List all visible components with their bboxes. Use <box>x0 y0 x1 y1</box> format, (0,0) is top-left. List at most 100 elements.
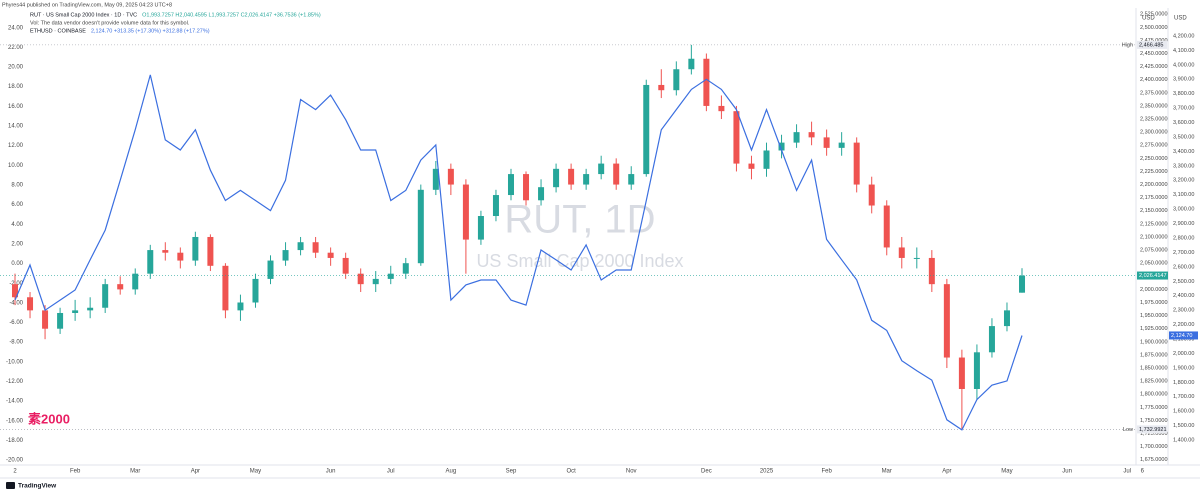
candle-body <box>357 273 364 285</box>
candle-body <box>57 312 64 329</box>
candle-body <box>658 84 665 91</box>
y-tick-label: 2,425.0000 <box>1140 64 1168 70</box>
y2-tick-label: 1,700.00 <box>1173 394 1194 400</box>
x-tick-label: Jul <box>1123 469 1131 475</box>
axis-unit: USD <box>1142 16 1155 22</box>
last-value-badge <box>1169 331 1198 340</box>
y2-tick-label: 3,600.00 <box>1173 120 1194 126</box>
left-tick-label: 0.00 <box>11 261 23 267</box>
candle-body <box>883 205 890 248</box>
last-value-label: 2,124.70 <box>1171 333 1192 339</box>
candle-body <box>27 297 34 311</box>
candle-body <box>943 284 950 358</box>
left-tick-label: 8.00 <box>11 183 23 189</box>
line-series <box>14 74 1023 431</box>
published-note: Phyres44 published on TradingView.com, M… <box>2 2 172 8</box>
candle-body <box>447 168 454 185</box>
candle-body <box>718 105 725 112</box>
candle-body <box>312 242 319 253</box>
y2-tick-label: 4,200.00 <box>1173 33 1194 39</box>
low-value: 1,732.9921 <box>1139 427 1167 433</box>
y-tick-label: 1,750.0000 <box>1140 418 1168 424</box>
y-tick-label: 2,225.0000 <box>1140 169 1168 175</box>
y-tick-label: 2,500.0000 <box>1140 25 1168 31</box>
left-tick-label: -16.00 <box>6 418 24 424</box>
watermark-title: RUT, 1D <box>504 198 655 242</box>
x-tick-label: Apr <box>191 469 200 475</box>
candle-body <box>87 307 94 311</box>
y2-tick-label: 1,400.00 <box>1173 437 1194 443</box>
y2-tick-label: 2,700.00 <box>1173 250 1194 256</box>
candle-body <box>913 257 920 259</box>
candle-body <box>703 58 710 106</box>
left-tick-label: 22.00 <box>8 45 24 51</box>
left-tick-label: 10.00 <box>8 163 24 169</box>
candle-body <box>267 260 274 279</box>
candle-body <box>523 174 530 201</box>
candle-body <box>568 168 575 185</box>
candle-body <box>132 273 139 290</box>
legend-values: O1,993.7257 H2,040.4595 L1,993.7257 C2,0… <box>142 12 321 18</box>
x-tick-label: 2 <box>13 469 17 475</box>
candle-body <box>507 174 514 196</box>
left-tick-label: -6.00 <box>9 320 23 326</box>
candle-body <box>477 216 484 240</box>
candle-body <box>763 150 770 169</box>
y-tick-label: 1,675.0000 <box>1140 457 1168 463</box>
low-label: Low <box>1123 427 1133 433</box>
x-tick-label: Jun <box>1062 469 1072 475</box>
candle-body <box>598 163 605 175</box>
y2-tick-label: 2,900.00 <box>1173 221 1194 227</box>
left-tick-label: -8.00 <box>9 340 23 346</box>
candle-body <box>387 273 394 279</box>
candle-body <box>147 250 154 274</box>
left-tick-label: -20.00 <box>6 458 24 464</box>
left-tick-label: 14.00 <box>8 124 24 130</box>
last-price-badge <box>1137 271 1168 280</box>
candle-body <box>1003 310 1010 327</box>
candle-body <box>733 111 740 164</box>
y2-tick-label: 3,200.00 <box>1173 178 1194 184</box>
y2-tick-label: 2,100.00 <box>1173 336 1194 342</box>
x-tick-label: Feb <box>70 469 81 475</box>
candle-body <box>958 357 965 389</box>
candle-body <box>372 278 379 285</box>
y2-tick-label: 3,300.00 <box>1173 163 1194 169</box>
low-badge <box>1137 425 1167 434</box>
left-tick-label: -2.00 <box>9 281 23 287</box>
candle-body <box>868 184 875 206</box>
y-tick-label: 1,800.0000 <box>1140 392 1168 398</box>
candle-body <box>102 284 109 308</box>
candle-body <box>778 142 785 151</box>
y2-tick-label: 2,300.00 <box>1173 308 1194 314</box>
candle-body <box>117 284 124 290</box>
y2-tick-label: 3,900.00 <box>1173 77 1194 83</box>
y-tick-label: 2,050.0000 <box>1140 261 1168 267</box>
x-tick-label: May <box>1001 469 1012 475</box>
y-tick-label: 1,950.0000 <box>1140 313 1168 319</box>
y-tick-label: 1,775.0000 <box>1140 405 1168 411</box>
high-label: High <box>1122 42 1133 48</box>
y-tick-label: 2,375.0000 <box>1140 90 1168 96</box>
candle-body <box>628 174 635 185</box>
y-tick-label: 1,725.0000 <box>1140 431 1168 437</box>
x-tick-label: 2025 <box>760 469 774 475</box>
y2-tick-label: 2,500.00 <box>1173 279 1194 285</box>
brand-logo <box>6 482 15 489</box>
y-tick-label: 1,875.0000 <box>1140 352 1168 358</box>
left-tick-label: 20.00 <box>8 65 24 71</box>
left-tick-label: -10.00 <box>6 359 24 365</box>
candle-body <box>237 302 244 311</box>
y-tick-label: 1,900.0000 <box>1140 339 1168 345</box>
candle-body <box>688 58 695 70</box>
y-tick-label: 2,250.0000 <box>1140 156 1168 162</box>
y2-tick-label: 2,000.00 <box>1173 351 1194 357</box>
y-tick-label: 2,000.0000 <box>1140 287 1168 293</box>
candle-body <box>417 189 424 264</box>
x-tick-label: Nov <box>626 469 637 475</box>
y2-tick-label: 3,400.00 <box>1173 149 1194 155</box>
candle-body <box>748 163 755 169</box>
candle-body <box>252 278 259 303</box>
